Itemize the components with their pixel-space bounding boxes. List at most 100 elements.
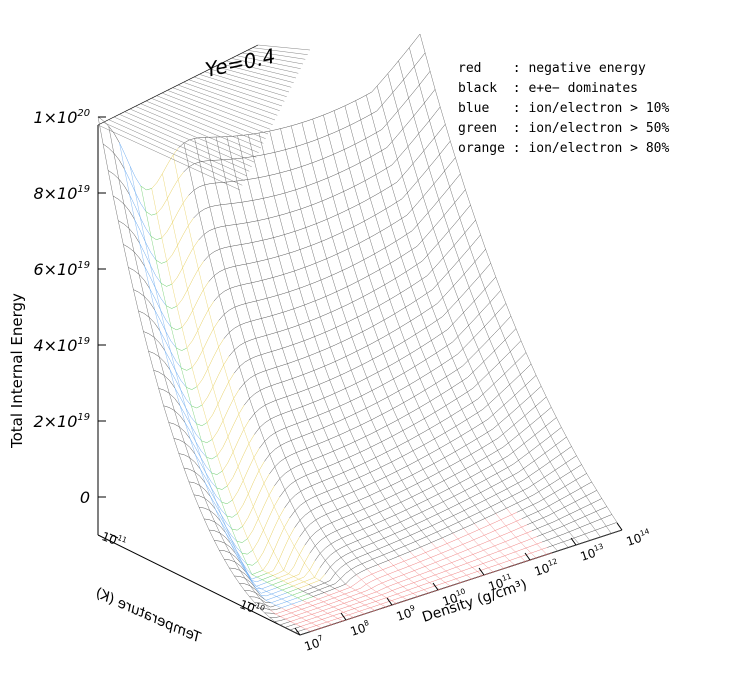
mesh-line bbox=[424, 570, 431, 574]
mesh-line bbox=[335, 361, 341, 376]
mesh-line bbox=[376, 85, 383, 105]
mesh-line bbox=[495, 501, 502, 505]
mesh-line bbox=[306, 609, 313, 613]
mesh-line bbox=[305, 225, 312, 228]
mesh-line bbox=[376, 79, 383, 87]
mesh-line bbox=[535, 386, 542, 392]
mesh-line bbox=[271, 351, 277, 368]
mesh-line bbox=[539, 444, 546, 454]
mesh-line bbox=[166, 283, 172, 287]
mesh-line bbox=[228, 349, 235, 357]
mesh-line bbox=[490, 506, 496, 514]
mesh-line bbox=[590, 503, 597, 512]
mesh-line bbox=[342, 248, 349, 252]
mesh-line bbox=[457, 336, 464, 349]
mesh-line bbox=[255, 354, 261, 357]
mesh-line bbox=[274, 445, 281, 450]
mesh-line bbox=[296, 615, 302, 619]
mesh-line bbox=[267, 298, 273, 316]
mesh-line bbox=[296, 423, 303, 437]
mesh-line bbox=[365, 446, 371, 451]
mesh-line bbox=[143, 296, 150, 318]
mesh-line bbox=[369, 481, 376, 485]
mesh-line bbox=[250, 358, 256, 375]
mesh-line bbox=[479, 313, 485, 327]
mesh-line bbox=[333, 448, 339, 452]
mesh-line bbox=[333, 604, 339, 608]
mesh-line bbox=[236, 180, 243, 182]
mesh-line bbox=[373, 540, 379, 544]
mesh-line bbox=[424, 52, 431, 72]
mesh-line bbox=[219, 532, 226, 544]
mesh-line bbox=[419, 559, 426, 563]
mesh-line bbox=[498, 568, 504, 571]
mesh-line bbox=[409, 353, 416, 367]
mesh-line bbox=[456, 558, 463, 561]
mesh-line bbox=[260, 387, 266, 391]
mesh-line bbox=[412, 471, 418, 476]
mesh-line bbox=[355, 587, 361, 591]
mesh-line bbox=[507, 467, 513, 476]
mesh-line bbox=[237, 466, 244, 481]
mesh-line bbox=[465, 441, 472, 446]
mesh-line bbox=[505, 541, 511, 548]
mesh-line bbox=[282, 328, 289, 331]
mesh-line bbox=[270, 416, 276, 420]
mesh-line bbox=[150, 236, 157, 261]
mesh-line bbox=[150, 252, 157, 261]
mesh-line bbox=[422, 466, 429, 470]
mesh-line bbox=[433, 221, 439, 229]
mesh-line bbox=[299, 545, 306, 555]
mesh-line bbox=[557, 541, 564, 544]
mesh-line bbox=[232, 135, 238, 137]
mesh-line bbox=[377, 562, 384, 565]
mesh-line bbox=[444, 454, 451, 458]
mesh-line bbox=[273, 235, 279, 238]
mesh-line bbox=[282, 348, 288, 364]
mesh-line bbox=[554, 478, 561, 482]
mesh-line bbox=[392, 436, 398, 447]
mesh-line bbox=[373, 521, 380, 525]
mesh-line bbox=[479, 275, 486, 290]
mesh-line bbox=[472, 366, 479, 373]
mesh-line bbox=[309, 336, 315, 340]
mesh-line bbox=[472, 571, 478, 574]
mesh-line bbox=[318, 415, 324, 428]
mesh-line bbox=[529, 406, 536, 412]
mesh-line bbox=[311, 223, 317, 226]
mesh-line bbox=[336, 537, 342, 542]
mesh-line bbox=[309, 318, 315, 322]
mesh-line bbox=[183, 142, 190, 167]
mesh-line bbox=[492, 441, 498, 451]
mesh-line bbox=[347, 502, 354, 506]
mesh-line bbox=[369, 610, 376, 613]
mesh-line bbox=[348, 209, 354, 227]
mesh-line bbox=[452, 538, 458, 542]
mesh-line bbox=[113, 133, 120, 144]
mesh-line bbox=[522, 506, 528, 511]
mesh-line bbox=[595, 536, 601, 540]
mesh-line bbox=[248, 457, 255, 469]
mesh-line bbox=[268, 485, 275, 496]
mesh-line bbox=[183, 467, 190, 470]
mesh-line bbox=[257, 239, 263, 242]
mesh-line bbox=[275, 607, 282, 610]
mesh-line bbox=[459, 479, 466, 484]
mesh-line bbox=[249, 413, 255, 421]
mesh-line bbox=[219, 247, 226, 250]
mesh-line bbox=[350, 574, 357, 579]
mesh-line bbox=[380, 231, 386, 248]
mesh-line bbox=[318, 397, 325, 401]
mesh-line bbox=[351, 551, 357, 559]
mesh-line bbox=[571, 455, 577, 460]
mesh-line bbox=[275, 128, 281, 131]
mesh-line bbox=[261, 318, 267, 336]
mesh-line bbox=[349, 457, 355, 468]
mesh-line bbox=[464, 226, 471, 234]
mesh-line bbox=[396, 471, 402, 481]
mesh-line bbox=[270, 600, 277, 604]
mesh-line bbox=[393, 347, 400, 361]
mesh-line bbox=[317, 601, 324, 604]
mesh-line bbox=[232, 513, 238, 518]
mesh-line bbox=[590, 520, 596, 524]
